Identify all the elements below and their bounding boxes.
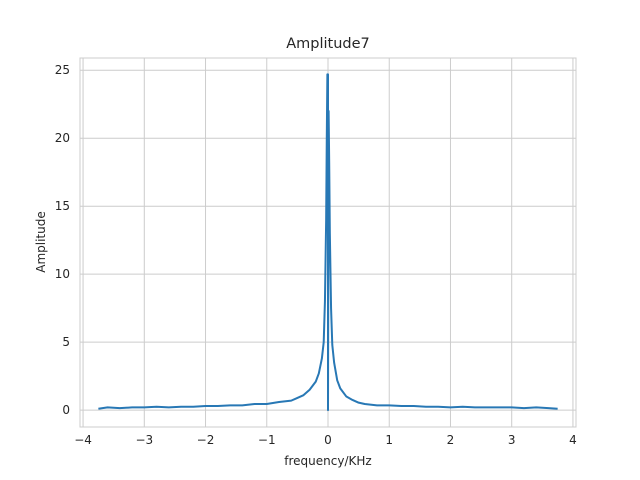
x-tick-label: 0 xyxy=(324,433,332,447)
amplitude-line xyxy=(98,73,558,412)
x-tick-label: −1 xyxy=(258,433,276,447)
x-tick-label: 2 xyxy=(447,433,455,447)
y-tick-label: 10 xyxy=(55,267,70,281)
x-axis-label: frequency/KHz xyxy=(284,454,371,468)
y-tick-label: 5 xyxy=(62,335,70,349)
x-tick-label: 3 xyxy=(508,433,516,447)
plot-frame xyxy=(79,57,577,428)
x-tick-label: −4 xyxy=(74,433,92,447)
x-tick-label: −3 xyxy=(135,433,153,447)
series-group xyxy=(98,73,558,412)
x-tick-label: 1 xyxy=(385,433,393,447)
y-tick-label: 25 xyxy=(55,63,70,77)
x-tick-label: 4 xyxy=(569,433,577,447)
y-axis-label: Amplitude xyxy=(34,211,48,273)
x-tick-labels: −4 −3 −2 −1 0 1 2 3 4 xyxy=(74,433,577,447)
y-tick-label: 20 xyxy=(55,131,70,145)
y-tick-label: 15 xyxy=(55,199,70,213)
chart-title: Amplitude7 xyxy=(286,36,370,52)
y-tick-labels: 0 5 10 15 20 25 xyxy=(55,63,70,417)
x-tick-label: −2 xyxy=(197,433,215,447)
y-tick-label: 0 xyxy=(62,403,70,417)
